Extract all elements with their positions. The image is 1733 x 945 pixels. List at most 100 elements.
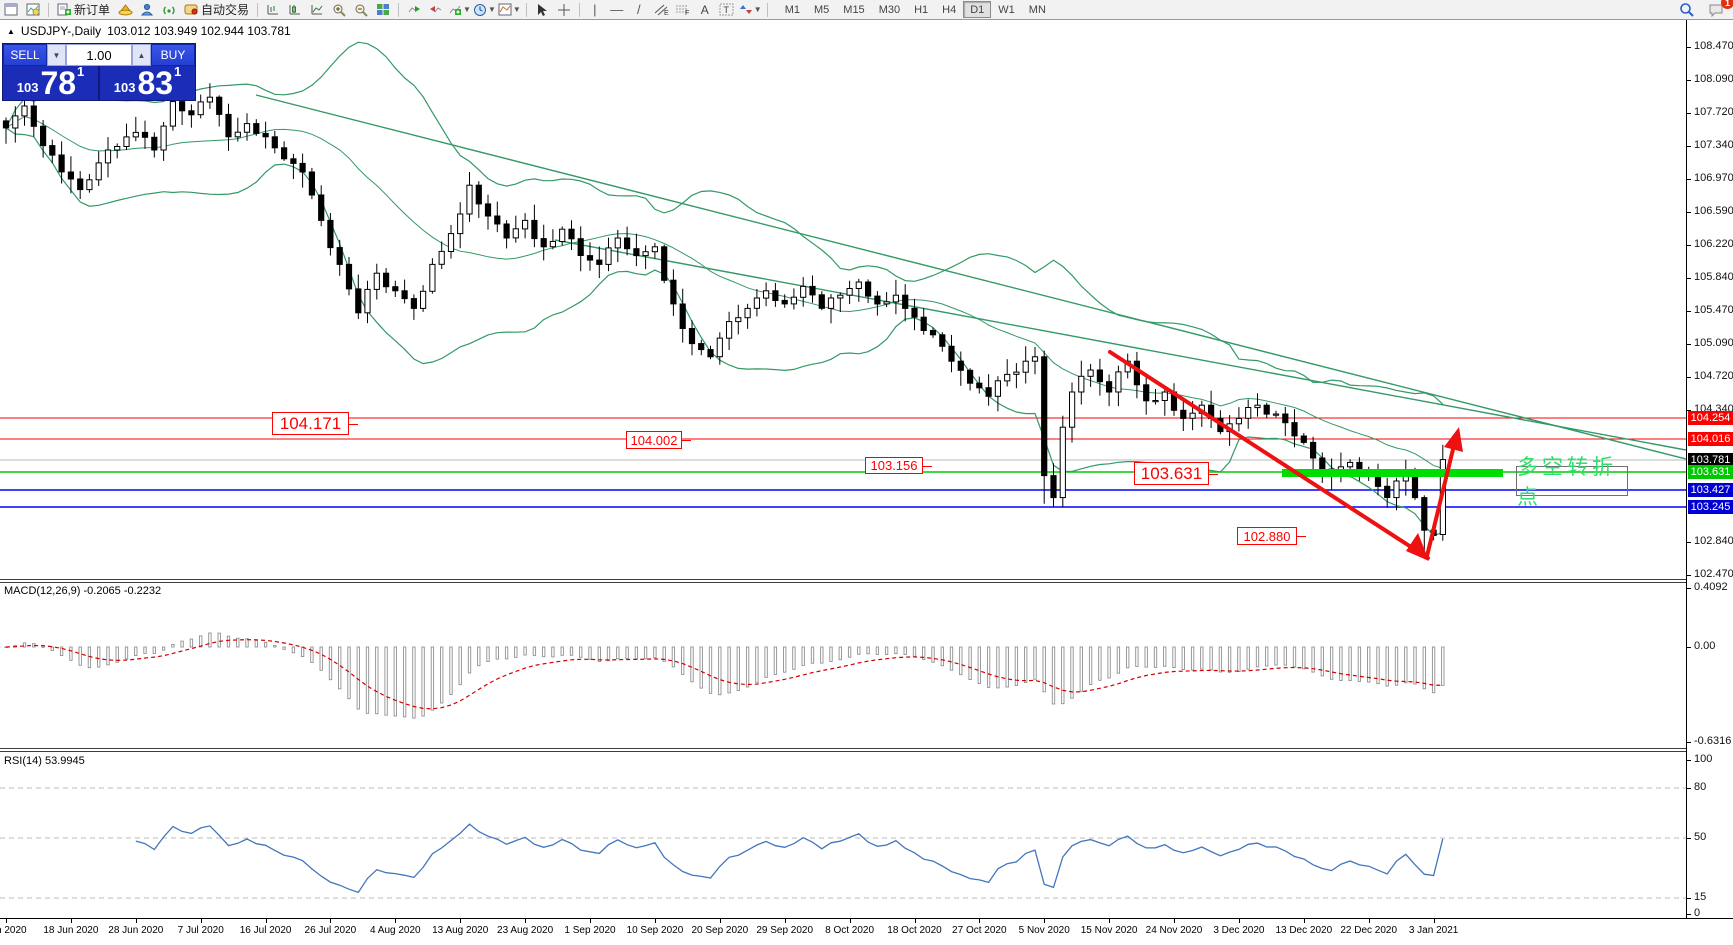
svg-text:T: T bbox=[724, 5, 730, 15]
volume-input[interactable] bbox=[66, 44, 132, 66]
pane-separator[interactable] bbox=[0, 579, 1733, 580]
fibonacci-icon[interactable]: F bbox=[672, 1, 694, 18]
axis-tick bbox=[1687, 838, 1691, 839]
signals-icon[interactable] bbox=[158, 1, 180, 18]
date-tick bbox=[590, 919, 591, 923]
price-level-label[interactable]: 102.880 bbox=[1237, 527, 1306, 545]
date-tick bbox=[1433, 919, 1435, 923]
bars-chart-icon[interactable] bbox=[262, 1, 284, 18]
macd-scale-label: 0.4092 bbox=[1694, 581, 1728, 593]
new-order-button[interactable]: 新订单 bbox=[53, 1, 114, 18]
buy-button[interactable]: BUY bbox=[151, 44, 195, 66]
timeframe-h4[interactable]: H4 bbox=[935, 1, 963, 18]
sell-button[interactable]: SELL bbox=[3, 44, 47, 66]
chart-symbol-period: USDJPY-,Daily bbox=[20, 24, 102, 38]
line-chart-icon[interactable] bbox=[306, 1, 328, 18]
rsi-pane-canvas[interactable] bbox=[0, 752, 1686, 918]
date-label: 3 Dec 2020 bbox=[1213, 925, 1265, 936]
autotrading-button[interactable]: 自动交易 bbox=[180, 1, 253, 18]
axis-tick-label: 108.470 bbox=[1694, 40, 1733, 52]
indicators-icon[interactable]: ▼ bbox=[447, 1, 472, 18]
axis-tick bbox=[1687, 80, 1691, 81]
timeframe-d1[interactable]: D1 bbox=[963, 1, 992, 18]
date-tick bbox=[460, 919, 462, 923]
arrows-icon[interactable]: ▼ bbox=[738, 1, 763, 18]
axis-tick bbox=[1687, 647, 1691, 648]
price-level-label[interactable]: 103.631 bbox=[1134, 462, 1218, 485]
sell-price-button[interactable]: 103 78 1 bbox=[3, 64, 98, 100]
time-axis[interactable]: Jun 2020 18 Jun 2020 28 Jun 2020 7 Jul 2020… bbox=[0, 918, 1733, 945]
date-tick bbox=[70, 919, 72, 923]
volume-decrease-button[interactable]: ▼ bbox=[47, 44, 66, 66]
text-label-icon[interactable]: T bbox=[716, 1, 738, 18]
date-tick bbox=[1044, 919, 1046, 923]
pivot-annotation[interactable]: 多空转折点 bbox=[1516, 456, 1628, 509]
date-tick bbox=[1303, 919, 1305, 923]
price-badge: 104.254 bbox=[1688, 411, 1733, 425]
profiles-icon[interactable] bbox=[22, 1, 44, 18]
chart-window-icon[interactable] bbox=[0, 1, 22, 18]
templates-icon[interactable]: ▼ bbox=[497, 1, 522, 18]
arrows-caret: ▼ bbox=[753, 5, 762, 14]
volume-increase-button[interactable]: ▲ bbox=[132, 44, 151, 66]
mql5-hat-icon[interactable] bbox=[114, 1, 136, 18]
date-tick bbox=[1238, 919, 1240, 923]
date-label: 23 Aug 2020 bbox=[497, 925, 554, 936]
date-tick bbox=[914, 919, 916, 923]
axis-tick bbox=[1687, 344, 1691, 345]
search-icon[interactable] bbox=[1675, 1, 1697, 18]
tile-windows-icon[interactable] bbox=[372, 1, 394, 18]
price-badge: 104.016 bbox=[1688, 432, 1733, 446]
date-tick bbox=[1109, 919, 1111, 923]
date-label: 26 Jul 2020 bbox=[304, 925, 357, 936]
axis-tick bbox=[1687, 588, 1691, 589]
buy-price-button[interactable]: 103 83 1 bbox=[100, 65, 195, 100]
price-level-label[interactable]: 103.156 bbox=[865, 457, 932, 474]
date-label: 29 Sep 2020 bbox=[756, 925, 814, 936]
axis-tick-label: 108.090 bbox=[1694, 73, 1733, 85]
pane-separator[interactable] bbox=[0, 748, 1733, 749]
timeframe-h1[interactable]: H1 bbox=[907, 1, 935, 18]
periods-clock-icon[interactable]: ▼ bbox=[472, 1, 497, 18]
chat-icon[interactable]: 1 bbox=[1705, 0, 1733, 18]
trendline-icon[interactable]: / bbox=[636, 2, 641, 17]
macd-scale-label: 0.00 bbox=[1694, 640, 1716, 652]
rsi-scale-label: 80 bbox=[1694, 781, 1707, 793]
crosshair-icon[interactable] bbox=[553, 1, 575, 18]
price-axis[interactable]: 108.470 108.090 107.720 107.340 106.970 106.5… bbox=[1686, 20, 1733, 941]
zoom-in-icon[interactable] bbox=[328, 1, 350, 18]
community-icon[interactable] bbox=[136, 1, 158, 18]
autoscroll-icon[interactable] bbox=[403, 1, 425, 18]
timeframe-w1[interactable]: W1 bbox=[991, 1, 1022, 18]
date-label: 10 Sep 2020 bbox=[626, 925, 684, 936]
axis-tick bbox=[1687, 212, 1691, 213]
vertical-line-icon[interactable]: | bbox=[593, 2, 597, 17]
horizontal-line-icon[interactable]: — bbox=[610, 2, 624, 17]
timeframe-mn[interactable]: MN bbox=[1022, 1, 1053, 18]
date-tick bbox=[1368, 919, 1370, 923]
date-label: 28 Jun 2020 bbox=[108, 925, 164, 936]
axis-tick bbox=[1687, 278, 1691, 279]
axis-tick-label: 107.340 bbox=[1694, 139, 1733, 151]
axis-tick-label: 106.970 bbox=[1694, 172, 1733, 184]
cursor-icon[interactable] bbox=[531, 1, 553, 18]
sell-price-fraction: 1 bbox=[77, 64, 85, 79]
timeframe-m30[interactable]: M30 bbox=[872, 1, 907, 18]
axis-tick bbox=[1687, 575, 1691, 576]
channel-icon[interactable]: E bbox=[650, 1, 672, 18]
candlestick-chart-icon[interactable] bbox=[284, 1, 306, 18]
price-level-label[interactable]: 104.171 bbox=[272, 412, 358, 435]
main-chart-canvas[interactable] bbox=[0, 20, 1686, 580]
chart-shift-icon[interactable] bbox=[425, 1, 447, 18]
zoom-out-icon[interactable] bbox=[350, 1, 372, 18]
timeframe-m5[interactable]: M5 bbox=[807, 1, 836, 18]
pane-separator bbox=[0, 751, 1733, 752]
timeframe-m15[interactable]: M15 bbox=[836, 1, 871, 18]
toolbar-separator bbox=[766, 2, 768, 17]
macd-pane-canvas[interactable] bbox=[0, 582, 1686, 748]
templates-caret: ▼ bbox=[512, 5, 521, 14]
price-level-label[interactable]: 104.002 bbox=[626, 431, 691, 449]
text-icon[interactable]: A bbox=[700, 2, 709, 17]
timeframe-m1[interactable]: M1 bbox=[778, 1, 807, 18]
